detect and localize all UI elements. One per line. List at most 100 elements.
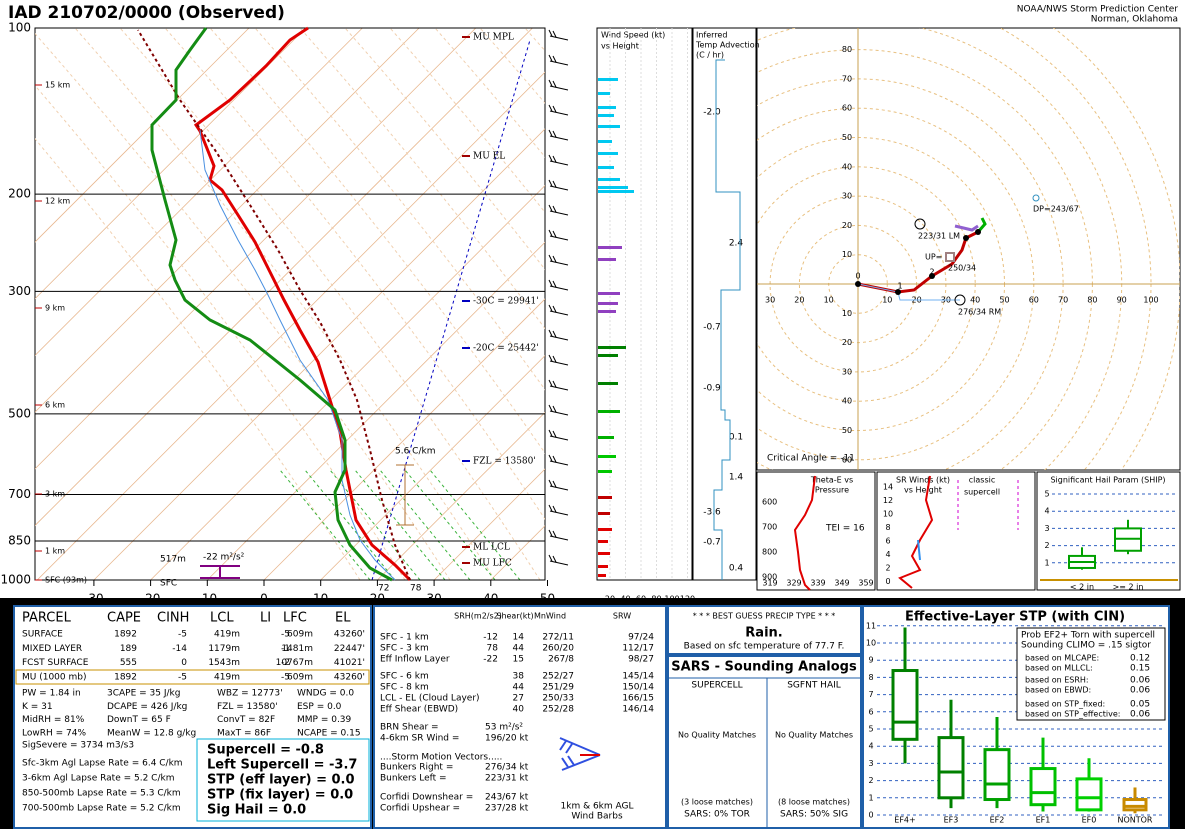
wind-speed-bar — [598, 496, 612, 499]
sr-trace-low — [917, 539, 921, 561]
kin-cell: 150/14 — [622, 683, 654, 693]
height-label: 9 km — [45, 304, 65, 313]
ship-tick: 4 — [1044, 507, 1049, 516]
kin-cell: 98/27 — [628, 655, 654, 665]
wind-barb — [548, 504, 569, 516]
hodo-point — [975, 229, 981, 235]
theta-p: 600 — [762, 498, 777, 507]
wind-speed-bar — [598, 470, 612, 473]
index-value: WBZ = 12773' — [217, 689, 283, 699]
theta-title: Pressure — [815, 486, 849, 495]
isotherm — [35, 28, 306, 300]
isotherm — [36, 71, 545, 580]
kin-cell: SFC - 1 km — [380, 633, 429, 643]
wind-tick: 80 — [651, 595, 661, 604]
kin-cell: 166/15 — [622, 694, 654, 704]
sr-tick: 10 — [883, 510, 893, 519]
hodo-point — [895, 289, 901, 295]
wind-barb — [548, 104, 569, 116]
kin-cell: 272/11 — [542, 633, 574, 643]
composite: STP (fix layer) = 0.0 — [207, 788, 353, 803]
parcel-cell: 609m — [287, 630, 313, 640]
ship-tick: 2 — [1044, 541, 1049, 550]
lm-label: 223/31 LM — [918, 232, 960, 241]
level-label: FZL = 13580' — [473, 457, 536, 467]
parcel-header: LFC — [283, 611, 307, 626]
wind-speed-bar — [598, 292, 620, 295]
mean-marker — [945, 252, 955, 262]
hodo-ring-label: 10 — [882, 296, 892, 305]
kin-line: 196/20 kt — [485, 734, 529, 744]
mini-barbs — [559, 737, 601, 771]
wind-speed-bar — [598, 246, 622, 249]
adv-value: -0.7 — [703, 538, 721, 548]
stp-tick: 11 — [866, 621, 876, 630]
precip-type: Rain. — [745, 626, 782, 641]
kin-cell: 145/14 — [622, 672, 654, 682]
parcel-cell: 555 — [120, 658, 137, 668]
stp-category: EF0 — [1082, 816, 1097, 825]
hodo-point — [963, 235, 969, 241]
stp-tick: 7 — [868, 690, 873, 699]
hodo-ring-label: 70 — [842, 74, 852, 83]
adv-value: -2.0 — [703, 108, 721, 118]
hodo-ring-label: 20 — [842, 221, 852, 230]
composite: STP (eff layer) = 0.0 — [207, 773, 355, 788]
kin-header: SRW — [613, 612, 631, 621]
temp-label: 10 — [313, 592, 328, 606]
parcel-cell: MU (1000 mb) — [22, 672, 86, 682]
height-label: 6 km — [45, 401, 65, 410]
temperature-trace — [193, 26, 412, 582]
hodo-ring-label: 30 — [842, 367, 852, 376]
wind-speed-bar — [598, 106, 616, 109]
hodo-ring-label: 10 — [824, 296, 834, 305]
level-label: -20C = 25442' — [473, 344, 539, 354]
wind-title: vs Height — [601, 42, 639, 51]
index-value: DCAPE = 426 J/kg — [107, 702, 187, 712]
hodo-trace-upper — [976, 217, 987, 233]
prob-value: 0.06 — [1130, 710, 1150, 720]
prob-value: 0.05 — [1130, 700, 1150, 710]
ship-title: Significant Hail Param (SHIP) — [1050, 476, 1165, 485]
kin-cell: 252/28 — [542, 705, 574, 715]
temp-label: 50 — [540, 592, 555, 606]
parcel-header: CAPE — [107, 611, 141, 626]
adv-title: Temp Advection — [695, 41, 760, 50]
kin-cell: 267/8 — [548, 655, 574, 665]
kin-header: MnWind — [534, 612, 566, 621]
eff-top: 517m — [160, 555, 186, 565]
stp-tick: 2 — [868, 776, 873, 785]
pressure-label: 700 — [8, 487, 31, 501]
temp-label: 0 — [260, 592, 268, 606]
tei: TEI = 16 — [825, 524, 865, 534]
index-value: MaxT = 86F — [217, 728, 271, 738]
parcel-cell: 22447' — [334, 644, 365, 654]
stp-title: Effective-Layer STP (with CIN) — [905, 610, 1125, 625]
wind-speed-bar — [598, 382, 618, 385]
index-value: ESP = 0.0 — [297, 702, 342, 712]
parcel-header: EL — [335, 611, 351, 626]
wind-speed-bar — [598, 436, 614, 439]
sars-match: No Quality Matches — [678, 731, 756, 740]
temp-label: -30 — [84, 592, 104, 606]
prob-label: based on MLCAPE: — [1025, 654, 1099, 663]
wind-speed-bar — [598, 552, 610, 555]
wind-barb — [548, 204, 569, 216]
kin-cell: 251/29 — [542, 683, 574, 693]
wind-barb — [548, 354, 569, 366]
index-value: K = 31 — [22, 702, 53, 712]
barbs-note: Wind Barbs — [571, 812, 623, 822]
hodo-point — [929, 273, 935, 279]
stp-tick: 6 — [868, 707, 873, 716]
pressure-label: 300 — [8, 284, 31, 298]
stp-category: NONTOR — [1117, 816, 1152, 825]
wind-speed-bar — [598, 410, 620, 413]
adv-title: (C / hr) — [696, 51, 724, 60]
parcel-cell: -14 — [172, 644, 187, 654]
parcel-cell: 1179m — [208, 644, 240, 654]
isotherm — [35, 28, 420, 413]
hodo-point-label: 2 — [929, 268, 934, 277]
wind-barb — [548, 29, 569, 41]
kin-line: ....Storm Motion Vectors..... — [380, 753, 502, 763]
